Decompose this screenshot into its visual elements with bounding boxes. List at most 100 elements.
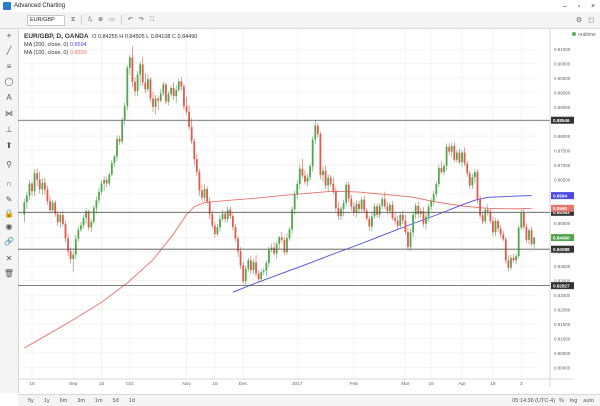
candle-body: [458, 152, 461, 163]
range-button-5d[interactable]: 5d: [112, 397, 119, 404]
lock-icon[interactable]: 🔒: [4, 209, 14, 218]
scale-option-log[interactable]: log: [569, 397, 578, 404]
camera-icon[interactable]: ◻: [588, 17, 594, 24]
level-price-tag: 0.88546: [553, 118, 570, 123]
candle-body: [522, 212, 525, 227]
text-icon[interactable]: A: [6, 93, 12, 102]
range-button-1y[interactable]: 1y: [43, 397, 50, 404]
legend-ma200[interactable]: MA (200, close, 0) 0.8594: [24, 41, 197, 49]
arrow-up-icon[interactable]: ⬆: [5, 141, 13, 150]
fullscreen-icon[interactable]: ⛶: [149, 17, 155, 23]
candle-body: [445, 146, 448, 166]
crosshair-icon[interactable]: +: [6, 31, 12, 40]
time-tick-label: Sep: [69, 381, 78, 387]
window-title: Advanced Charting: [14, 3, 66, 9]
candle-body: [461, 152, 463, 163]
pattern-icon[interactable]: ⋈: [5, 109, 13, 118]
price-tick-label: 0.87500: [554, 148, 571, 153]
price-chart[interactable]: 0.91000 0.90500 0.90000 0.89500 0.89000 0.885…: [18, 29, 574, 387]
pencil-icon[interactable]: ✎: [5, 195, 13, 204]
eye-icon[interactable]: ◉: [5, 222, 13, 231]
time-tick-label: 15: [212, 381, 218, 387]
measure-icon[interactable]: ⊥: [5, 125, 13, 134]
candle-body: [409, 232, 412, 247]
undo-icon[interactable]: ↶: [127, 17, 133, 23]
symbol-search-input[interactable]: EUR/GBP: [27, 14, 65, 26]
candle-body: [201, 190, 203, 198]
link-icon[interactable]: 🔗: [4, 237, 14, 246]
zoom-icon[interactable]: ⚲: [6, 160, 12, 169]
candle-body: [262, 270, 265, 272]
candle-body: [59, 214, 62, 222]
candle-body: [275, 243, 278, 254]
ellipse-icon[interactable]: ◯: [4, 77, 14, 86]
candle-body: [304, 175, 306, 182]
compare-icon[interactable]: ⊕: [98, 17, 104, 23]
range-button-1d[interactable]: 1d: [128, 397, 135, 404]
candle-body: [25, 195, 28, 203]
candle-body: [41, 182, 44, 190]
candle-body: [443, 165, 445, 173]
candle-body: [23, 202, 26, 215]
candle-body: [378, 205, 381, 215]
trash-icon[interactable]: 🗑: [3, 269, 15, 278]
candle-body: [221, 213, 224, 220]
close-button[interactable]: ×: [590, 2, 596, 10]
range-button-3m[interactable]: 3m: [77, 397, 85, 404]
candle-body: [489, 211, 492, 222]
candle-body: [80, 225, 82, 230]
candle-body: [144, 82, 147, 90]
restore-button[interactable]: ▫: [577, 2, 581, 10]
candle-body: [213, 225, 216, 235]
candle-body: [309, 166, 312, 178]
candle-body: [224, 213, 227, 220]
candle-body: [128, 57, 131, 68]
candle-body: [113, 156, 116, 163]
horizontal-line-icon[interactable]: ≡: [6, 62, 12, 71]
candle-body: [530, 230, 533, 245]
scale-option-auto[interactable]: auto: [583, 397, 594, 404]
candle-body: [422, 210, 425, 224]
range-button-5y[interactable]: 5y: [28, 397, 34, 404]
range-button-6m[interactable]: 6m: [59, 397, 68, 404]
minimize-button[interactable]: –: [563, 2, 567, 10]
candle-body: [319, 134, 322, 176]
candle-body: [159, 93, 162, 101]
remove-drawings-icon[interactable]: ✕: [5, 254, 13, 263]
candle-body: [288, 229, 291, 239]
candle-body: [448, 146, 451, 152]
candle-body: [376, 206, 378, 215]
utc-clock[interactable]: 05:14:36 (UTC-4): [512, 397, 556, 404]
candle-body: [193, 141, 196, 160]
redo-icon[interactable]: ↷: [138, 17, 144, 23]
chart-type-icon[interactable]: ⧖: [71, 17, 76, 23]
candle-body: [316, 125, 319, 134]
candle-body: [504, 239, 507, 261]
toolbar-divider: [81, 15, 83, 25]
range-button-1m[interactable]: 1m: [94, 397, 103, 404]
candle-body: [28, 183, 31, 196]
settings-icon[interactable]: ⚙: [575, 17, 583, 24]
time-axis: 15 Sep 15 Oct Nov 15 Dec 2017 Feb Mar 15 Apr 18 3: [29, 381, 523, 387]
trendline-icon[interactable]: ╱: [6, 46, 12, 55]
candle-body: [237, 238, 239, 252]
indicators-icon[interactable]: 𝑓ₓ: [88, 17, 93, 23]
candle-body: [363, 199, 366, 211]
candlestick-series: [23, 46, 536, 285]
magnet-icon[interactable]: ∩: [6, 179, 12, 188]
candle-body: [260, 271, 263, 280]
candle-body: [425, 216, 427, 224]
candle-body: [455, 152, 458, 160]
templates-icon[interactable]: ▭: [109, 17, 115, 23]
legend-ma100[interactable]: MA (100, close, 0) 0.8550: [24, 49, 197, 57]
candle-body: [170, 88, 172, 95]
candle-body: [98, 191, 100, 201]
price-tick-label: 0.82500: [554, 293, 571, 298]
candle-body: [74, 238, 77, 255]
scale-option-percent[interactable]: %: [559, 397, 564, 404]
candle-body: [463, 152, 466, 164]
time-tick-label: 15: [428, 381, 434, 387]
candle-body: [49, 201, 51, 211]
candle-body: [105, 179, 108, 184]
candle-body: [412, 214, 415, 233]
